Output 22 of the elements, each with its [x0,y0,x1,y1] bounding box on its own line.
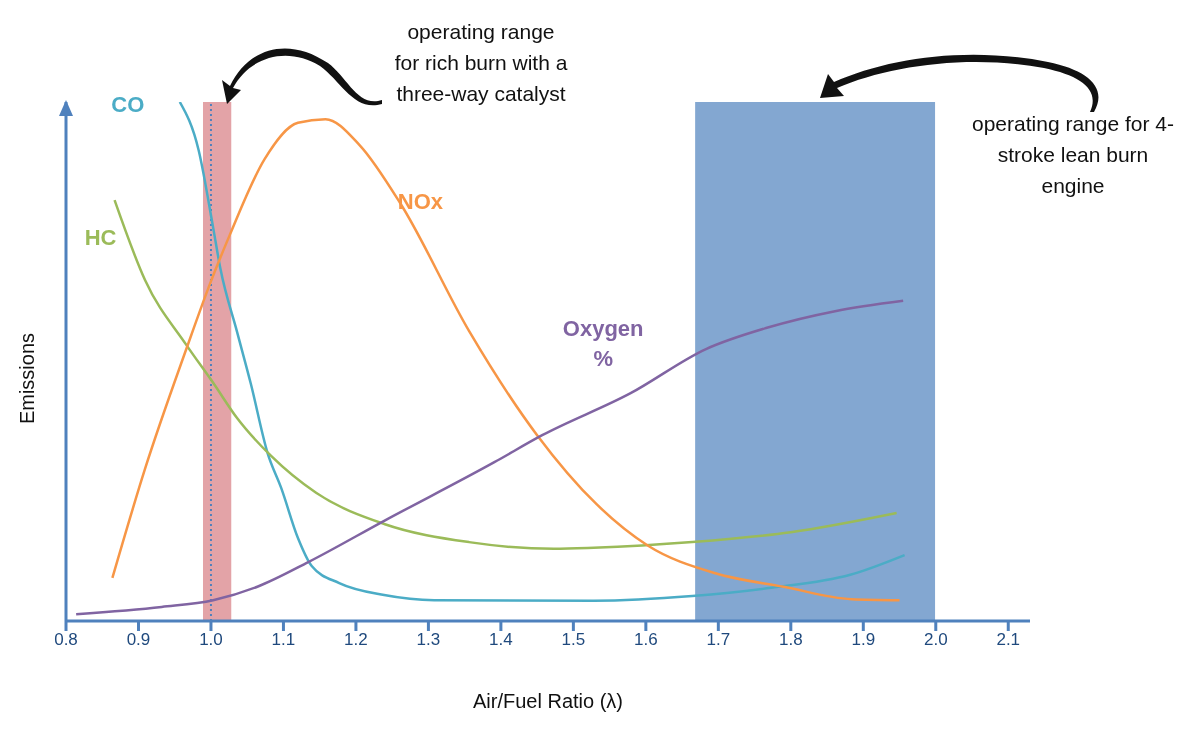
x-tick-label: 0.8 [54,630,78,650]
series-label: HC [84,225,117,251]
y-axis-title: Emissions [16,332,40,424]
series-label: NOx [397,189,444,215]
series-label: CO [111,92,145,117]
x-tick-label: 0.9 [126,630,151,650]
x-axis-title: Air/Fuel Ratio (λ) [472,690,624,712]
x-tick-label: 1.3 [416,630,441,650]
x-tick-label: 1.8 [778,630,803,650]
series-label: Oxygen % [562,315,644,371]
x-tick-label: 1.4 [489,630,513,650]
x-tick-label: 1.7 [706,630,731,650]
annotation: operating range for rich burn with a three-way catalyst [393,19,569,107]
annotation: operating range for 4-stroke lean burn engine [971,111,1175,199]
x-tick-label: 1.9 [851,630,876,650]
x-tick-label: 1.2 [344,630,368,650]
x-tick-label: 1.0 [199,630,223,650]
x-tick-label: 2.1 [996,630,1021,650]
x-tick-label: 2.0 [923,630,948,650]
x-tick-label: 1.5 [561,630,586,650]
x-tick-label: 1.6 [634,630,658,650]
x-tick-label: 1.1 [271,630,296,650]
